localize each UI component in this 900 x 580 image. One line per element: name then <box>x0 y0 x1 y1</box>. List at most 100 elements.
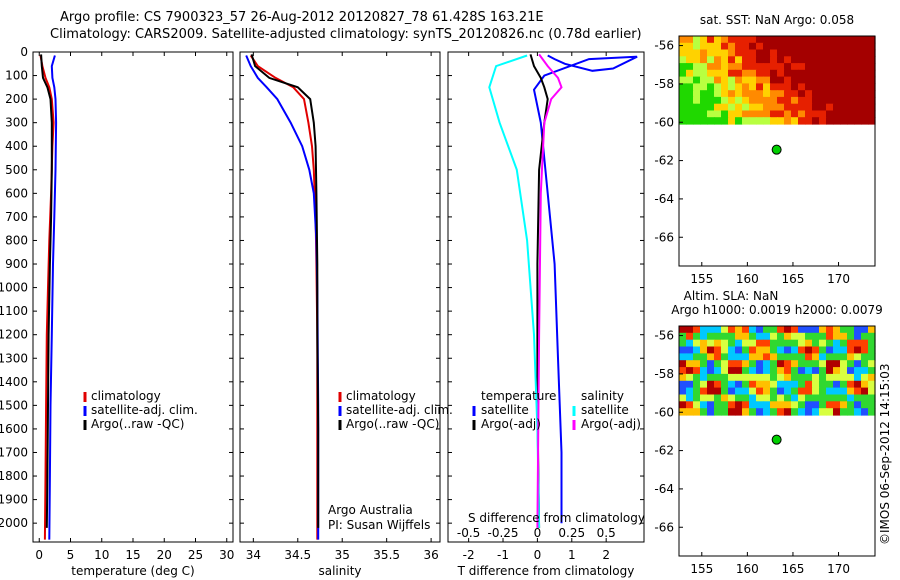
map-cell <box>728 346 736 354</box>
y-tick-label: 600 <box>5 186 28 200</box>
climatology-title: Climatology: CARS2009. Satellite-adjuste… <box>50 27 642 42</box>
map-cell <box>679 42 687 51</box>
map-cell <box>847 346 855 354</box>
map-cell <box>847 408 855 416</box>
map-cell <box>693 96 701 105</box>
series-line-2 <box>529 54 549 528</box>
profile-panel-3: -2 -1 0 1 2 T difference from climatology <box>447 51 645 578</box>
map-cell <box>770 346 778 354</box>
map-cell <box>749 401 757 409</box>
map-cell <box>721 96 729 105</box>
legend-title-temperature: temperature <box>481 389 556 403</box>
panel-frame <box>32 51 234 543</box>
map-cell <box>805 353 813 361</box>
map-cell <box>749 96 757 105</box>
map-cell <box>798 42 806 51</box>
map-cell <box>721 408 729 416</box>
map-cell <box>812 380 820 389</box>
map-cell <box>770 69 778 78</box>
map-cell <box>784 387 792 395</box>
map-cell <box>749 69 757 78</box>
map-cell <box>714 110 722 118</box>
map-cell <box>812 36 820 44</box>
map-cell <box>693 110 701 118</box>
legend-label: satellite-adj. clim. <box>91 403 198 417</box>
map-cell <box>819 103 827 112</box>
map-cell <box>707 373 715 382</box>
map-cell <box>686 117 694 125</box>
map-cell <box>693 339 701 348</box>
y-tick-label: 1300 <box>0 351 28 365</box>
map-cell <box>854 367 862 375</box>
top-tick-label: 0.5 <box>597 526 616 540</box>
map-cell <box>854 387 862 395</box>
map-cell <box>735 110 743 118</box>
legend-label: climatology <box>346 389 416 403</box>
map-cell <box>854 373 862 382</box>
map-cell <box>840 90 848 98</box>
map-cell <box>791 63 799 71</box>
series-line-3 <box>250 54 320 528</box>
map-cell <box>763 36 771 44</box>
map-cell <box>770 401 778 409</box>
map-cell <box>791 76 799 84</box>
map-cell <box>854 69 862 78</box>
map-cell <box>833 36 841 44</box>
y-tick-label: 1100 <box>0 304 28 318</box>
map-cell <box>791 339 799 348</box>
map-field <box>679 326 876 416</box>
map-cell <box>833 367 841 375</box>
map-cell <box>721 110 729 118</box>
map-cell <box>721 346 729 354</box>
map-x-tick-label: 160 <box>736 562 759 576</box>
map-cell <box>735 326 743 334</box>
map-cell <box>812 49 820 57</box>
map-cell <box>749 110 757 118</box>
map-cell <box>756 76 764 84</box>
map-cell <box>861 332 869 341</box>
map-cell <box>756 103 764 112</box>
map-cell <box>686 387 694 395</box>
map-cell <box>700 367 708 375</box>
map-cell <box>756 96 764 105</box>
map-cell <box>763 90 771 98</box>
map-cell <box>784 380 792 389</box>
argo-position-marker <box>771 434 782 445</box>
map-cell <box>777 69 785 78</box>
map-cell <box>854 110 862 118</box>
x-tick-label: 20 <box>157 548 172 562</box>
map-cell <box>707 49 715 57</box>
map-y-tick-label: -60 <box>654 405 674 419</box>
map-cell <box>714 408 722 416</box>
map-cell <box>791 83 799 91</box>
map-cell <box>777 367 785 375</box>
map-cell <box>742 326 750 334</box>
map-cell <box>735 42 743 51</box>
map-cell <box>798 373 806 382</box>
map-cell <box>721 367 729 375</box>
map-cell <box>833 339 841 348</box>
map-cell <box>714 36 722 44</box>
map-cell <box>721 76 729 84</box>
map-cell <box>805 49 813 57</box>
map-field <box>679 36 876 125</box>
map-cell <box>819 401 827 409</box>
map-cell <box>861 394 869 402</box>
map-cell <box>791 367 799 375</box>
map-cell <box>840 339 848 348</box>
map-cell <box>819 360 827 368</box>
map-cell <box>784 49 792 57</box>
map-cell <box>868 339 876 348</box>
map-cell <box>826 36 834 44</box>
map-cell <box>742 76 750 84</box>
map-cell <box>735 332 743 341</box>
map-cell <box>861 76 869 84</box>
map-cell <box>742 103 750 112</box>
map-cell <box>798 380 806 389</box>
map-cell <box>854 332 862 341</box>
map-cell <box>819 76 827 84</box>
map-cell <box>777 117 785 125</box>
map-cell <box>763 103 771 112</box>
map-cell <box>777 408 785 416</box>
map-cell <box>693 346 701 354</box>
